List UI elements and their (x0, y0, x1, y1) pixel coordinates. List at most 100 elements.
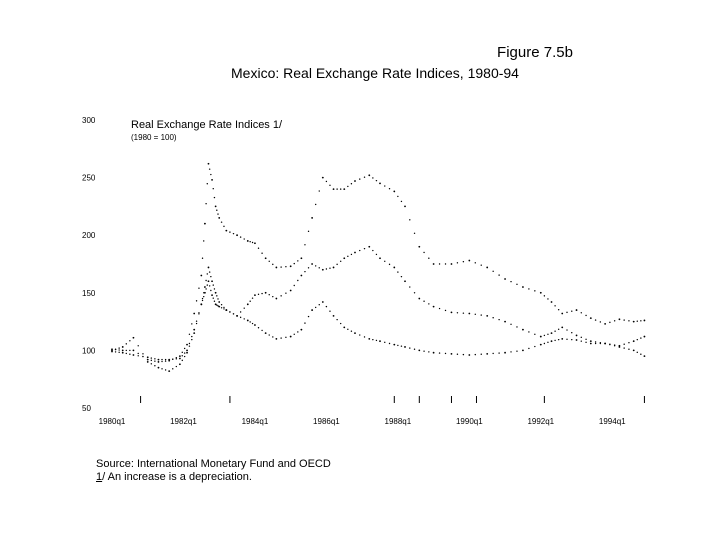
trace-dot (510, 323, 512, 325)
trace-dot (557, 308, 560, 311)
data-point (522, 328, 524, 331)
series-1 (111, 162, 646, 363)
trace-dot (339, 322, 342, 325)
trace-dot (268, 260, 270, 263)
trace-dot (580, 340, 582, 342)
trace-dot (181, 359, 183, 362)
data-point (214, 303, 217, 306)
trace-dot (462, 353, 465, 356)
data-point (121, 351, 124, 354)
trace-dot (397, 344, 399, 347)
data-point (393, 343, 396, 346)
data-point (539, 291, 542, 294)
trace-dot (307, 267, 310, 269)
data-point (275, 297, 278, 300)
trace-dot (210, 173, 212, 176)
trace-dot (293, 284, 295, 287)
trace-dot (640, 337, 642, 339)
data-point (207, 280, 210, 283)
trace-dot (129, 349, 131, 352)
trace-dot (210, 289, 212, 292)
figure-subtitle: Mexico: Real Exchange Rate Indices, 1980… (231, 65, 519, 81)
trace-dot (554, 305, 556, 307)
trace-dot (628, 320, 630, 322)
trace-dot (400, 275, 403, 278)
data-point (218, 301, 221, 303)
trace-dot (594, 319, 597, 321)
trace-dot (336, 318, 338, 321)
source-note: Source: International Monetary Fund and … (96, 458, 331, 470)
trace-dot (534, 345, 536, 348)
trace-dot (428, 257, 430, 259)
data-point (432, 263, 435, 265)
trace-dot (232, 232, 235, 235)
data-point (186, 343, 188, 346)
data-point (246, 319, 249, 322)
trace-dot (220, 304, 223, 306)
footnote: 1/ An increase is a depreciation. (96, 471, 252, 483)
trace-dot (216, 304, 218, 306)
trace-dot (456, 353, 459, 355)
trace-dot (571, 332, 573, 334)
trace-dot (118, 351, 120, 354)
trace-dot (297, 331, 299, 333)
trace-dot (462, 260, 465, 263)
trace-dot (191, 338, 193, 341)
data-point (289, 265, 292, 268)
trace-dot (251, 241, 254, 244)
trace-dot (423, 251, 425, 254)
data-point (589, 317, 592, 320)
trace-dot (384, 341, 386, 344)
trace-dot (388, 263, 391, 266)
trace-dot (557, 328, 560, 330)
data-point (168, 370, 171, 373)
trace-dot (257, 293, 260, 296)
data-point (225, 229, 228, 232)
data-point (236, 314, 238, 317)
series-2 (111, 245, 646, 373)
data-point (186, 349, 188, 352)
trace-dot (150, 357, 153, 359)
trace-dot (251, 297, 254, 299)
trace-dot (534, 290, 536, 292)
data-point (218, 305, 221, 308)
trace-dot (347, 185, 349, 188)
trace-dot (480, 353, 482, 355)
trace-dot (363, 247, 366, 250)
trace-dot (528, 331, 530, 333)
trace-dot (304, 322, 306, 324)
trace-dot (314, 203, 317, 206)
trace-dot (640, 320, 642, 322)
trace-dot (492, 270, 494, 272)
data-point (200, 303, 203, 306)
trace-dot (372, 177, 374, 179)
data-point (393, 190, 396, 193)
trace-dot (257, 247, 260, 249)
trace-dot (304, 270, 306, 273)
data-point (418, 245, 421, 248)
data-point (332, 314, 335, 317)
x-tick-label: 1994q1 (599, 417, 626, 426)
trace-dot (571, 338, 573, 341)
data-point (254, 294, 256, 297)
data-point (321, 301, 324, 303)
trace-dot (372, 338, 374, 341)
trace-dot (195, 322, 198, 325)
trace-dot (428, 303, 430, 305)
data-point (204, 286, 206, 288)
trace-dot (261, 292, 263, 295)
trace-dot (198, 313, 200, 315)
data-point (300, 328, 303, 331)
data-point (300, 257, 303, 260)
data-point (275, 266, 278, 269)
trace-dot (628, 342, 630, 344)
data-point (468, 312, 471, 315)
trace-dot (129, 353, 131, 355)
trace-dot (229, 311, 231, 313)
trace-dot (161, 358, 163, 361)
data-point (589, 342, 592, 345)
trace-dot (336, 263, 338, 266)
footnote-mark: 1 (96, 471, 103, 483)
trace-dot (350, 183, 353, 185)
